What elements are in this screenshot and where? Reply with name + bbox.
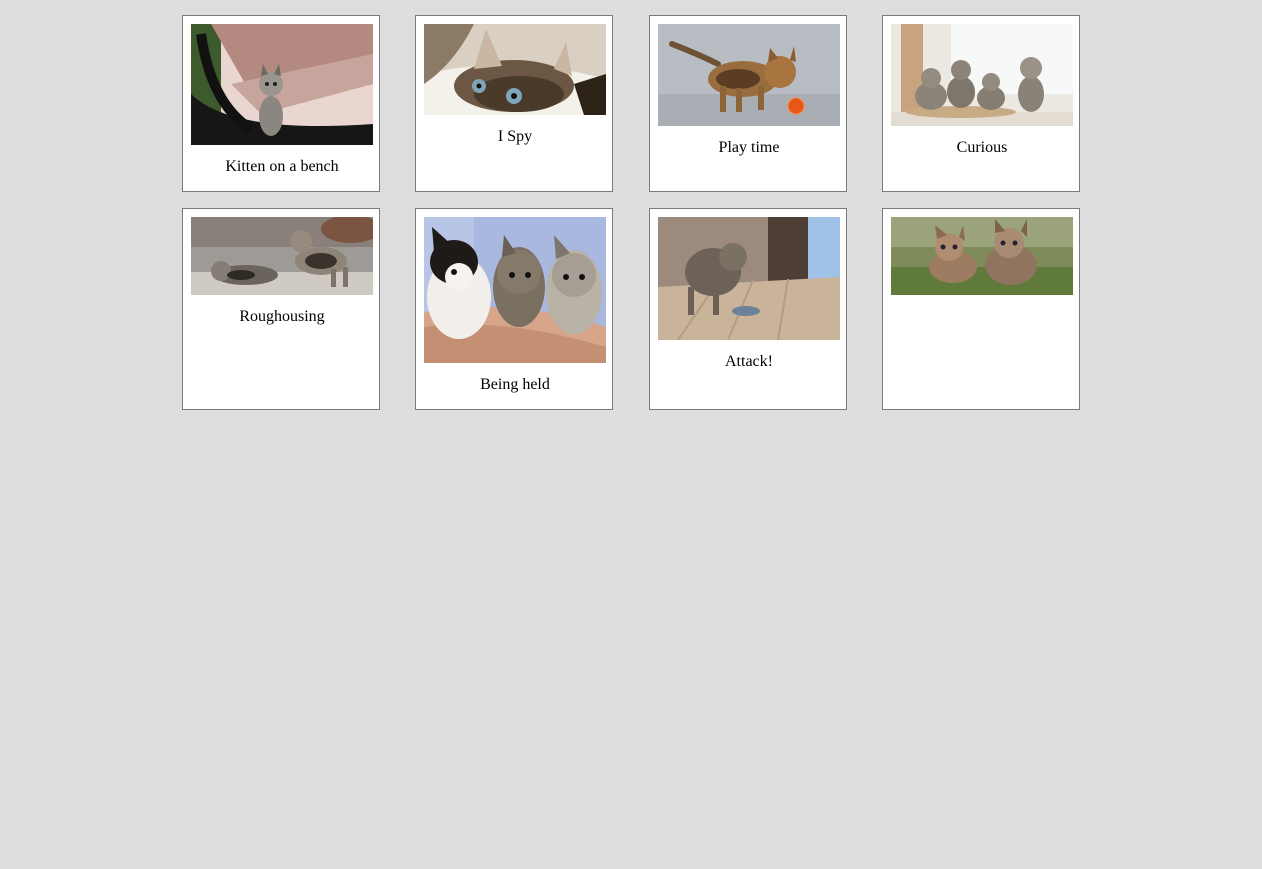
gallery-caption: Roughousing <box>239 308 325 325</box>
gallery-card-kittens-grass[interactable] <box>882 208 1080 410</box>
four-kittens-window-photo[interactable] <box>891 24 1073 126</box>
gallery-card-curious[interactable]: Curious <box>882 15 1080 192</box>
gallery-card-roughousing[interactable]: Roughousing <box>182 208 380 410</box>
gallery-card-i-spy[interactable]: I Spy <box>415 15 613 192</box>
gallery-caption: Attack! <box>725 353 773 370</box>
gallery-card-play-time[interactable]: Play time <box>649 15 847 192</box>
three-kittens-held-photo[interactable] <box>424 217 606 363</box>
gallery-caption: Kitten on a bench <box>225 158 339 175</box>
gallery-card-kitten-on-bench[interactable]: Kitten on a bench <box>182 15 380 192</box>
gallery-caption: I Spy <box>497 128 533 145</box>
gallery-card-attack[interactable]: Attack! <box>649 208 847 410</box>
kitten-peeking-photo[interactable] <box>424 24 606 115</box>
kittens-playing-photo[interactable] <box>191 217 373 295</box>
gallery-card-being-held[interactable]: Being held <box>415 208 613 410</box>
gallery-caption: Play time <box>718 139 780 156</box>
kitten-with-ball-photo[interactable] <box>658 24 840 126</box>
gallery-caption: Being held <box>480 376 550 393</box>
gallery-caption: Curious <box>956 139 1008 156</box>
two-kittens-grass-photo[interactable] <box>891 217 1073 295</box>
kitten-on-bench-photo[interactable] <box>191 24 373 145</box>
kitten-pouncing-photo[interactable] <box>658 217 840 340</box>
